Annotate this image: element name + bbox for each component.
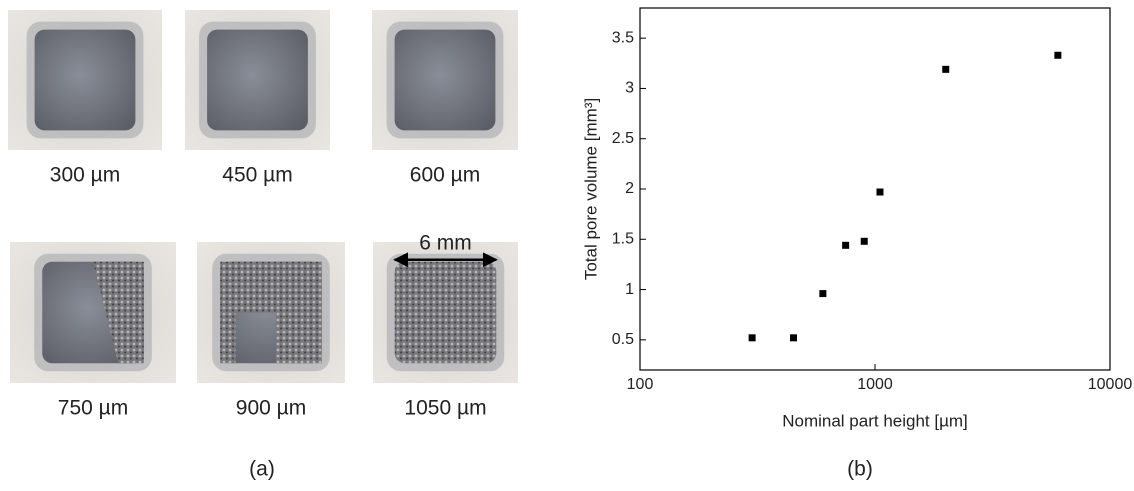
x-tick-label: 100 — [627, 376, 654, 393]
point — [1054, 52, 1061, 59]
plot-frame — [640, 8, 1110, 370]
x-tick-label: 10000 — [1088, 376, 1133, 393]
point — [790, 334, 797, 341]
photo-sample — [395, 30, 496, 131]
y-tick-label: 1.5 — [612, 230, 634, 247]
point — [942, 66, 949, 73]
point — [842, 242, 849, 249]
point — [861, 238, 868, 245]
figure: 300 µm 450 µm 600 µm 750 µm 900 µm 1050 µm 6 m… — [0, 0, 1134, 491]
y-tick-label: 2 — [625, 180, 634, 197]
x-tick-label: 1000 — [857, 376, 893, 393]
y-axis-label: Total pore volume [mm³] — [581, 98, 600, 280]
point — [819, 290, 826, 297]
photo-sample — [35, 30, 136, 131]
photo-label: 600 µm — [410, 164, 480, 187]
y-tick-label: 2.5 — [612, 130, 634, 147]
y-tick-label: 3 — [625, 80, 634, 97]
photo-label: 750 µm — [58, 397, 128, 420]
point — [876, 189, 883, 196]
photo-label: 450 µm — [222, 164, 292, 187]
photo-label: 1050 µm — [404, 397, 486, 420]
x-axis-label: Nominal part height [µm] — [782, 411, 968, 430]
photo-label: 300 µm — [50, 164, 120, 187]
y-tick-label: 1 — [625, 281, 634, 298]
photo-sample — [395, 262, 497, 364]
panel-b: 0.5 1 1.5 2 2.5 3 3.5 100 1000 10000 Nominal part … — [581, 8, 1132, 430]
point — [749, 334, 756, 341]
caption-b: (b) — [847, 458, 873, 481]
y-tick-label: 0.5 — [612, 331, 634, 348]
photo-sample — [207, 30, 308, 131]
y-tick-label: 3.5 — [612, 29, 634, 46]
caption-a: (a) — [249, 458, 275, 481]
panel-a: 300 µm 450 µm 600 µm 750 µm 900 µm 1050 µm 6 m… — [8, 10, 518, 420]
photo-label: 900 µm — [236, 397, 306, 420]
scale-label: 6 mm — [419, 231, 472, 254]
